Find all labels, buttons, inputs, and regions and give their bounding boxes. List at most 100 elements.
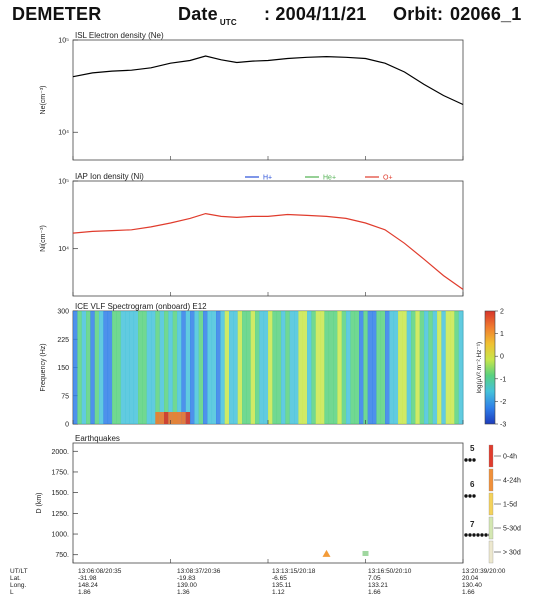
panel-3-heatmap-column (307, 311, 312, 424)
footer-col2-long: 135.11 (272, 582, 292, 589)
panel-4-magnitude-label-5: 5 (470, 444, 475, 453)
panel-3-heatmap-column (198, 311, 204, 424)
panel-3-heatmap-column (372, 311, 377, 424)
panel-3-heatmap-column (164, 311, 169, 424)
panel-3-heatmap-column (86, 311, 91, 424)
panel-3-heatmap-column (211, 311, 217, 424)
panel-3-heatmap-column (346, 311, 351, 424)
panel-2-ylabel: Ni(cm⁻³) (40, 225, 47, 252)
panel-3-heatmap-column (207, 311, 213, 424)
panel-3-heatmap-column (445, 311, 451, 424)
panel-3-heatmap-column (129, 311, 135, 424)
panel-3-heatmap-column (285, 311, 291, 424)
footer-col2-l: 1.12 (272, 589, 285, 596)
panel-1-ytick-label: 10⁵ (58, 38, 69, 45)
panel-3-heatmap-column (311, 311, 317, 424)
panels-layer: ISL Electron density (Ne) 10⁵ 10⁴ Ne(cm⁻³) I… (36, 31, 521, 564)
panel-3-heatmap-column (302, 311, 308, 424)
footer-col0-l: 1.86 (78, 589, 91, 596)
panel-3-heatmap-column (363, 311, 369, 424)
panel-1-ne-line (72, 55, 464, 106)
footer-col1-lat: -19.83 (177, 575, 196, 582)
panel-4-magnitude-marker (468, 533, 472, 537)
panel-4-time-legend-label: 0-4h (503, 454, 517, 461)
panel-2-legend-label-hplus: H+ (263, 175, 272, 182)
panel-3-title: ICE VLF Spectrogram (onboard) E12 (75, 302, 207, 311)
footer-col3-utlt: 13:16:50/20:10 (368, 568, 412, 575)
panel-4-time-legend-swatch (488, 468, 494, 492)
panel-3-ytick-label: 0 (65, 422, 69, 429)
panel-3-heatmap-column (125, 311, 130, 424)
panel-3-colorbar-tick-label: -1 (500, 376, 506, 383)
panel-3-colorbar-tick-label: -3 (500, 422, 506, 429)
panel-2-frame (72, 180, 464, 297)
panel-3-colorbar (484, 310, 496, 425)
panel-4-magnitude-marker (472, 533, 476, 537)
panel-4-magnitude-marker (484, 533, 488, 537)
panel-3-low-freq-burst (181, 412, 187, 424)
panel-1-title: ISL Electron density (Ne) (75, 31, 164, 40)
panel-3-colorbar-tick-label: -2 (500, 399, 506, 406)
panel-4-magnitude-marker (480, 533, 484, 537)
panel-1-ylabel: Ne(cm⁻³) (40, 86, 47, 115)
panel-3-heatmap-column (376, 311, 382, 424)
panel-3-heatmap-column (233, 311, 239, 424)
panel-3-heatmap-column (259, 311, 265, 424)
panel-4-time-legend-swatch (488, 444, 494, 468)
panel-2-legend-label-oplus: O+ (383, 175, 393, 182)
footer-label-lat: Lat. (10, 575, 21, 582)
panel-4-magnitude-marker (472, 494, 476, 498)
panel-3-ytick-label: 75 (61, 393, 69, 400)
panel-3-heatmap-column (237, 311, 243, 424)
panel-4-magnitude-label-7: 7 (470, 520, 475, 529)
panel-3-ylabel: Frequency (Hz) (40, 343, 47, 391)
panel-1-frame (72, 39, 464, 161)
panel-2-ytick-label: 10⁴ (58, 246, 69, 253)
footer-col4-l: 1.66 (462, 589, 475, 596)
footer-col4-long: 130.40 (462, 582, 482, 589)
panel-3-heatmap-column (320, 311, 325, 424)
panel-3-heatmap-column (103, 311, 109, 424)
panel-4-magnitude-marker (468, 458, 472, 462)
panel-3-heatmap-column (90, 311, 96, 424)
panel-4-ytick-label: 750. (55, 552, 69, 559)
panel-3-heatmap-column (354, 311, 360, 424)
panel-3-heatmap-column (324, 311, 330, 424)
panel-3-colorbar-tick-label: 1 (500, 331, 504, 338)
panel-3-heatmap-column (402, 311, 408, 424)
footer-col2-utlt: 13:13:15/20:18 (272, 568, 316, 575)
panel-3-low-freq-burst (168, 412, 174, 424)
panel-3-low-freq-burst (185, 412, 191, 424)
panel-3-heatmap-column (168, 311, 174, 424)
panel-3-heatmap-column (458, 311, 464, 424)
panel-4-magnitude-marker (472, 458, 476, 462)
panel-3-heatmap-column (159, 311, 165, 424)
panel-3-low-freq-burst (159, 412, 165, 424)
panel-3-ytick-label: 150 (57, 365, 69, 372)
panel-3-ytick-label: 225 (57, 337, 69, 344)
panel-3-heatmap-column (116, 311, 122, 424)
panel-4-magnitude-label-6: 6 (470, 480, 475, 489)
panel-4-title: Earthquakes (75, 434, 120, 443)
panel-4-magnitude-marker (476, 533, 480, 537)
panel-3-heatmap-column (367, 311, 373, 424)
footer-label-long: Long. (10, 582, 27, 589)
panel-3-heatmap-column (172, 311, 178, 424)
footer-col0-utlt: 13:06:08/20:35 (78, 568, 122, 575)
footer-col1-utlt: 13:08:37/20:36 (177, 568, 221, 575)
panel-3-heatmap-column (255, 311, 260, 424)
panel-3-heatmap-column (424, 311, 429, 424)
panel-4-time-legend-swatch (488, 516, 494, 540)
panel-3-heatmap-column (216, 311, 221, 424)
panel-3-low-freq-burst (155, 412, 161, 424)
panel-3-heatmap-column (441, 311, 447, 424)
date-label-text: Date (178, 4, 218, 24)
panel-3-heatmap-column (350, 311, 356, 424)
panel-4-time-legend-label: > 30d (503, 550, 521, 557)
panel-3-heatmap-column (415, 311, 421, 424)
panel-3-colorbar-label: log(µV².m⁻².Hz⁻¹) (476, 342, 483, 393)
panel-3-heatmap-grid (73, 311, 464, 424)
panel-2-oplus-line (72, 212, 464, 290)
panel-3-heatmap-column (385, 311, 390, 424)
